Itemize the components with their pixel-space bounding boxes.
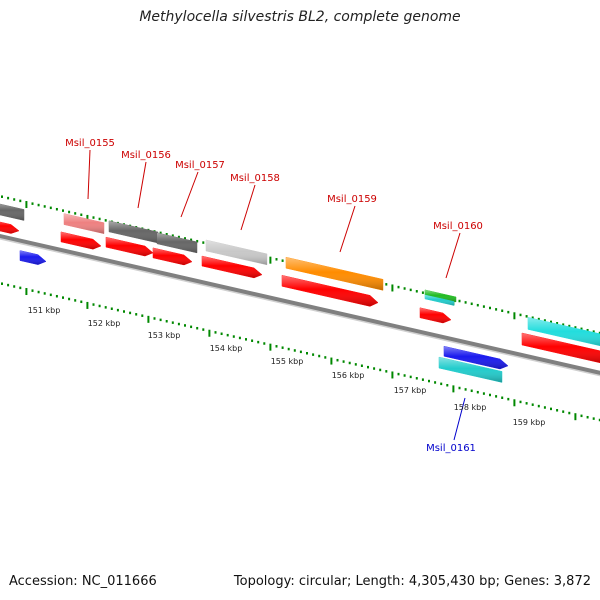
scale-label: 155 kbp bbox=[271, 357, 304, 366]
cds-0156-shade bbox=[106, 237, 153, 257]
gene-pink-0155-shade bbox=[64, 213, 104, 234]
cds-0155-shade bbox=[61, 231, 101, 250]
leader-line bbox=[453, 397, 466, 441]
accession-text: Accession: NC_011666 bbox=[9, 574, 157, 589]
leader-line bbox=[339, 205, 356, 253]
leader-line bbox=[137, 161, 147, 209]
leader-line bbox=[180, 171, 199, 218]
gene-blue-reverse-0154-shade bbox=[20, 250, 46, 265]
gene-label: Msil_0160 bbox=[433, 221, 483, 232]
gene-grey-0157-shade bbox=[157, 232, 197, 253]
backbone-line bbox=[0, 233, 600, 375]
gene-grey-0154-shade bbox=[0, 204, 24, 221]
scale-label: 152 kbp bbox=[88, 319, 121, 328]
map-title: Methylocella silvestris BL2, complete ge… bbox=[139, 9, 461, 25]
gene-grey-0156-shade bbox=[109, 220, 158, 244]
genome-summary-text: Topology: circular; Length: 4,305,430 bp… bbox=[233, 574, 591, 589]
cds-0162-shade bbox=[522, 333, 600, 363]
gene-label: Msil_0155 bbox=[65, 138, 115, 149]
gene-cyan-0161-shade bbox=[439, 357, 502, 383]
inner-scale-ticks bbox=[1, 282, 600, 422]
gene-lightgrey-0158-shade bbox=[206, 239, 267, 265]
scale-label: 154 kbp bbox=[210, 344, 243, 353]
cds-0160-shade bbox=[420, 307, 451, 324]
gene-features bbox=[0, 203, 600, 383]
leader-line bbox=[87, 149, 91, 200]
gene-labels: Msil_0155 Msil_0156 Msil_0157 Msil_0158 Msil… bbox=[65, 138, 483, 454]
scale-label: 157 kbp bbox=[394, 386, 427, 395]
scale-label: 151 kbp bbox=[28, 306, 61, 315]
gene-blue-0161-shade bbox=[444, 346, 508, 369]
gene-cyan-small-0160-shade bbox=[425, 294, 454, 306]
scale-label: 158 kbp bbox=[454, 403, 487, 412]
gene-cyan-0162-shade bbox=[528, 317, 600, 346]
gene-orange-0159-shade bbox=[286, 257, 383, 291]
scale-label: 156 kbp bbox=[332, 371, 365, 380]
genome-backbone bbox=[0, 233, 600, 377]
gene-green-0160-shade bbox=[425, 289, 456, 302]
label-leader-lines bbox=[87, 149, 466, 441]
gene-label: Msil_0157 bbox=[175, 160, 225, 171]
cds-0157-shade bbox=[153, 247, 192, 265]
cds-0159-shade bbox=[282, 275, 378, 307]
cds-0154-shade bbox=[0, 221, 19, 234]
cds-0158-shade bbox=[202, 256, 262, 278]
scale-labels: 151 kbp 152 kbp 153 kbp 154 kbp 155 kbp 156 k… bbox=[28, 306, 546, 427]
gene-label: Msil_0158 bbox=[230, 173, 280, 184]
leader-line bbox=[445, 232, 461, 279]
scale-label: 153 kbp bbox=[148, 331, 181, 340]
gene-label: Msil_0161 bbox=[426, 443, 476, 454]
scale-label: 159 kbp bbox=[513, 418, 546, 427]
leader-line bbox=[240, 184, 256, 231]
gene-label: Msil_0159 bbox=[327, 194, 377, 205]
gene-label: Msil_0156 bbox=[121, 150, 171, 161]
